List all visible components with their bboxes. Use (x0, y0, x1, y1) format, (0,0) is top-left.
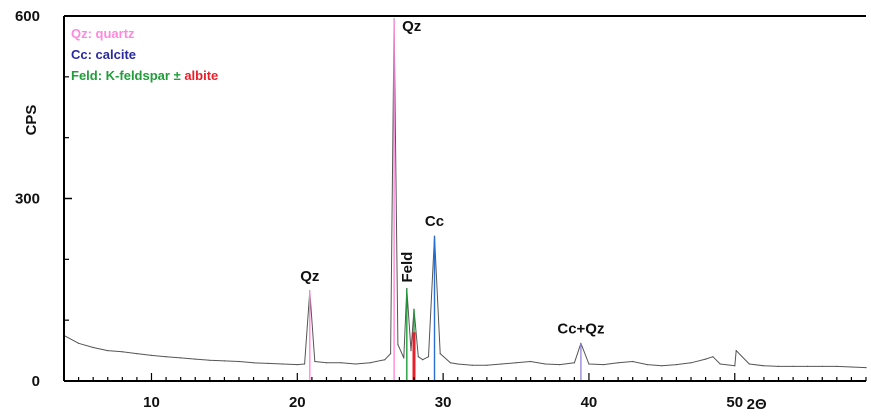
legend-text-part: Cc: calcite (71, 47, 136, 62)
data-point (471, 364, 473, 366)
data-point (369, 362, 371, 364)
data-point (748, 363, 750, 365)
data-point (573, 362, 576, 364)
data-point (646, 364, 648, 366)
legend: Qz: quartz Cc: calcite Feld: K-feldspar ± … (71, 26, 218, 83)
data-point (559, 364, 561, 366)
data-point (632, 360, 634, 363)
data-point (675, 364, 678, 366)
data-point (807, 365, 809, 367)
legend-text-part: albite (184, 68, 218, 83)
data-point (661, 365, 663, 367)
data-point (92, 346, 94, 349)
x-tick-label: 20 (289, 394, 306, 411)
data-point (763, 365, 765, 367)
data-point (792, 365, 794, 367)
data-point (136, 353, 138, 355)
data-point (500, 363, 503, 365)
series-group (63, 18, 867, 369)
tick-labels-group: 0 300 600 10 20 30 40 50 (15, 8, 743, 411)
data-point (515, 362, 517, 364)
data-point (253, 362, 255, 364)
data-point (705, 358, 707, 360)
legend-entry: Feld: K-feldspar ± albite (71, 68, 218, 83)
data-point (449, 362, 451, 364)
legend-entry: Cc: calcite (71, 47, 136, 62)
x-tick-label: 50 (726, 394, 743, 411)
data-point (850, 366, 853, 368)
x-axis-title: 2Θ (747, 396, 767, 413)
data-point (355, 363, 357, 365)
y-tick-label: 600 (15, 8, 40, 25)
data-point (209, 359, 211, 361)
data-point (397, 343, 399, 346)
x-tick-label: 30 (435, 394, 452, 411)
data-point (439, 353, 441, 355)
data-point (836, 365, 838, 367)
data-point (165, 356, 167, 358)
data-point (777, 365, 780, 367)
data-point (410, 350, 412, 352)
data-point (821, 365, 823, 367)
x-tick-label: 40 (581, 394, 598, 411)
data-point (314, 360, 316, 363)
data-point (734, 365, 736, 367)
data-point (712, 356, 714, 358)
data-point (194, 358, 196, 360)
peak-annotation: Qz (402, 18, 421, 35)
y-tick-label: 300 (15, 191, 40, 208)
data-point (325, 362, 328, 364)
y-axis-title: CPS (23, 105, 40, 136)
data-point (417, 356, 419, 358)
data-point (544, 363, 546, 365)
data-point (238, 360, 240, 363)
data-point (296, 364, 298, 366)
data-point (121, 351, 123, 353)
data-point (486, 364, 488, 366)
data-point (267, 362, 269, 364)
data-point (427, 356, 430, 358)
data-point (735, 350, 737, 352)
data-point (617, 362, 619, 364)
data-point (457, 363, 459, 365)
data-point (384, 359, 386, 361)
data-point (150, 354, 153, 356)
data-point (422, 359, 424, 361)
data-point (180, 357, 182, 359)
peak-annotation: Cc+Qz (557, 320, 604, 337)
legend-entry: Qz: quartz (71, 26, 135, 41)
data-point (107, 350, 109, 352)
data-point (223, 360, 225, 362)
data-point (403, 357, 405, 359)
data-point (602, 364, 605, 366)
peak-annotation: Cc (425, 213, 444, 230)
data-point (865, 367, 867, 369)
data-point (690, 362, 692, 364)
data-point (530, 360, 532, 363)
data-point (719, 363, 721, 365)
series-line-0 (63, 18, 867, 369)
peaks-group (309, 19, 582, 381)
peak-annotation: Feld (399, 252, 416, 283)
data-point (390, 353, 392, 355)
peak-annotation: Qz (300, 268, 319, 285)
y-tick-label: 0 (32, 373, 40, 390)
data-point (588, 363, 590, 365)
ticks-group (63, 15, 867, 382)
data-point (340, 362, 342, 364)
data-point (78, 342, 80, 344)
x-tick-label: 10 (143, 394, 160, 411)
annotations-group: Qz Qz Cc Feld Cc+Qz (300, 18, 604, 337)
data-point (282, 363, 284, 365)
legend-text-part: Feld: K-feldspar ± (71, 68, 184, 83)
data-point (304, 363, 306, 365)
legend-text-part: Qz: quartz (71, 26, 135, 41)
